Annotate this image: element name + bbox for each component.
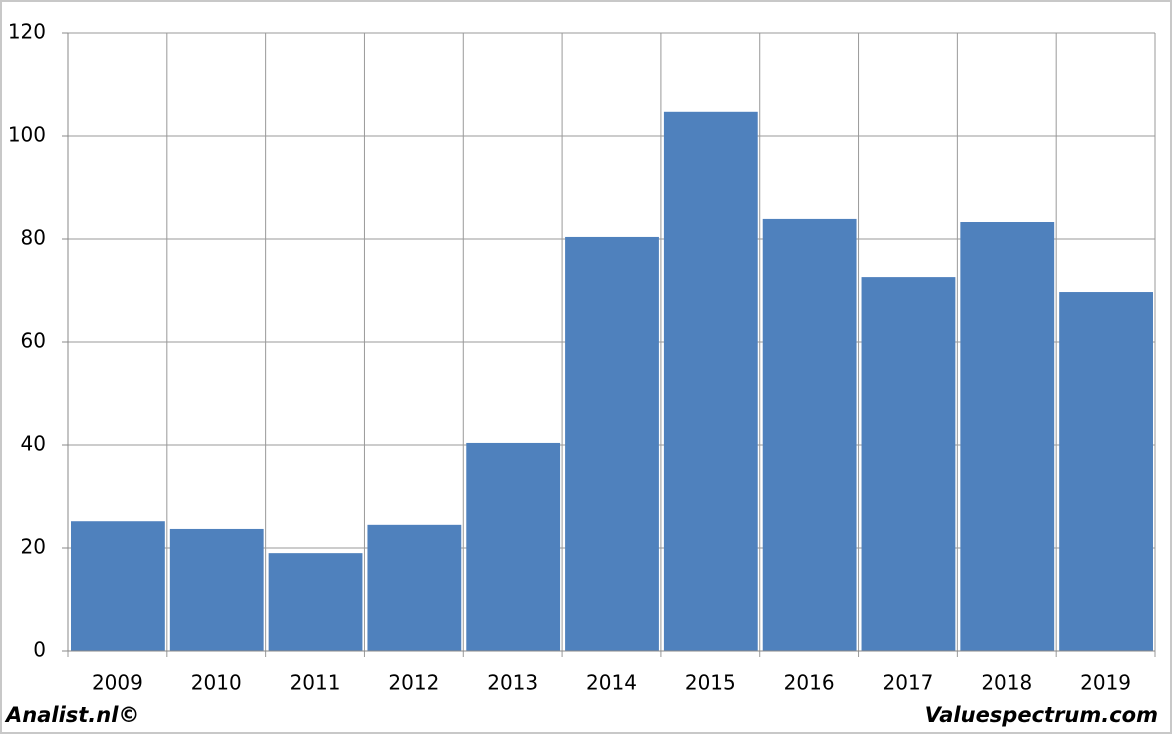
x-tick-label: 2018 [981, 671, 1032, 695]
y-tick-label: 80 [21, 226, 46, 250]
bar [762, 218, 857, 652]
x-tick-label: 2012 [388, 671, 439, 695]
x-tick-label: 2011 [290, 671, 341, 695]
y-tick-label: 100 [8, 123, 46, 147]
y-tick-label: 60 [21, 329, 46, 353]
x-tick-label: 2015 [685, 671, 736, 695]
bar [960, 222, 1055, 651]
y-tick-label: 40 [21, 432, 46, 456]
footer-left: Analist.nl© [4, 703, 139, 727]
x-tick-label: 2017 [883, 671, 934, 695]
bar [663, 111, 758, 652]
x-tick-label: 2013 [487, 671, 538, 695]
x-tick-label: 2016 [784, 671, 835, 695]
bar [71, 521, 165, 651]
bar [861, 277, 956, 651]
y-tick-label: 120 [8, 20, 46, 44]
x-tick-label: 2010 [191, 671, 242, 695]
bar [466, 442, 561, 651]
bar [268, 553, 363, 651]
bar [565, 236, 659, 651]
footer-right: Valuespectrum.com [925, 703, 1158, 727]
bar [367, 524, 462, 651]
bar [1059, 292, 1153, 651]
x-tick-label: 2019 [1080, 671, 1131, 695]
y-tick-label: 20 [21, 535, 46, 559]
x-tick-label: 2014 [586, 671, 637, 695]
y-tick-label: 0 [33, 638, 46, 662]
bar [169, 528, 264, 651]
x-tick-label: 2009 [92, 671, 143, 695]
